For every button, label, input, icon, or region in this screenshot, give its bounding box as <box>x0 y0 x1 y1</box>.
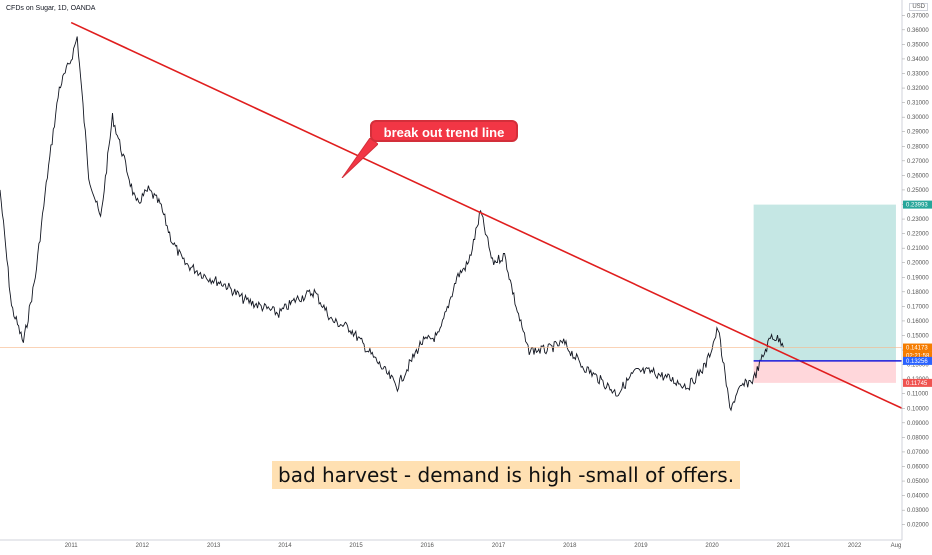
price-tag-bg <box>903 378 932 387</box>
y-tick-label: 0.10000 <box>907 406 929 412</box>
y-axis: 0.37000 0.36000 0.35000 0.34000 0.33000 0.320… <box>901 0 929 540</box>
currency-label[interactable]: USD <box>909 3 928 11</box>
x-tick-label: 2013 <box>207 543 221 549</box>
y-tick-label: 0.37000 <box>907 13 929 19</box>
price-tag-bg <box>903 200 932 209</box>
y-tick-label: 0.29000 <box>907 130 929 136</box>
y-tick-label: 0.11000 <box>907 392 929 398</box>
y-tick-label: 0.19000 <box>907 275 929 281</box>
price-tag-bg <box>903 356 932 365</box>
y-tick-label: 0.03000 <box>907 508 929 514</box>
y-tick-label: 0.08000 <box>907 435 929 441</box>
x-tick-label: 2018 <box>563 543 577 549</box>
position-zones <box>753 204 896 383</box>
y-tick-label: 0.21000 <box>907 246 929 252</box>
price-tag-label: 02:21:58 <box>906 354 930 360</box>
y-tick-label: 0.34000 <box>907 57 929 63</box>
y-tick-label: 0.33000 <box>907 72 929 78</box>
x-tick-label: 2015 <box>349 543 363 549</box>
y-tick-label: 0.13000 <box>907 363 929 369</box>
y-tick-label: 0.25000 <box>907 188 929 194</box>
x-tick-label: 2017 <box>492 543 506 549</box>
drawing-lines <box>0 21 903 410</box>
y-tick-label: 0.35000 <box>907 42 929 48</box>
y-tick-label: 0.02000 <box>907 523 929 529</box>
x-tick-label: 2021 <box>777 543 791 549</box>
price-tags: 0.23993 0.14173 02:21:580.13256 0.11745 <box>903 200 932 387</box>
y-tick-label: 0.15000 <box>907 334 929 340</box>
y-tick-label: 0.04000 <box>907 494 929 500</box>
y-tick-label: 0.31000 <box>907 101 929 107</box>
price-tag-countdown: 02:21:58 <box>903 351 932 360</box>
y-tick-label: 0.30000 <box>907 115 929 121</box>
y-tick-label: 0.32000 <box>907 86 929 92</box>
x-tick-label: 2014 <box>278 543 292 549</box>
annotation-bubble-tail <box>341 138 378 178</box>
y-tick-label: 0.26000 <box>907 173 929 179</box>
price-tag-label: 0.13256 <box>906 359 928 365</box>
y-tick-label: 0.09000 <box>907 421 929 427</box>
x-axis: 2011 2012 2013 2014 2015 2016 2017 2018 2019 2020… <box>0 539 902 549</box>
price-tag-last: 0.14173 <box>903 343 932 352</box>
y-tick-label: 0.28000 <box>907 144 929 150</box>
x-tick-label: 2020 <box>705 543 719 549</box>
y-tick-label: 0.16000 <box>907 319 929 325</box>
x-tick-label: 2012 <box>136 543 150 549</box>
y-tick-label: 0.22000 <box>907 232 929 238</box>
price-series-line <box>0 36 784 412</box>
price-tag-label: 0.11745 <box>906 381 928 387</box>
y-tick-label: 0.07000 <box>907 450 929 456</box>
y-tick-label: 0.27000 <box>907 159 929 165</box>
trend-annotation[interactable]: break out trend line <box>370 120 518 142</box>
x-tick-label: 2011 <box>65 543 79 549</box>
target-zone <box>753 204 896 361</box>
y-tick-label: 0.06000 <box>907 465 929 471</box>
y-tick-label: 0.18000 <box>907 290 929 296</box>
x-tick-label: Aug <box>891 543 902 549</box>
price-tag-label: 0.23993 <box>906 203 928 209</box>
trend-line <box>70 21 903 410</box>
price-tag-label: 0.14173 <box>906 346 928 352</box>
y-tick-label: 0.20000 <box>907 261 929 267</box>
price-tag-bg <box>903 351 932 360</box>
price-tag-stop: 0.11745 <box>903 378 932 387</box>
x-tick-label: 2016 <box>421 543 435 549</box>
y-tick-label: 0.17000 <box>907 304 929 310</box>
price-tag-level: 0.13256 <box>903 356 932 365</box>
note-annotation[interactable]: bad harvest - demand is high -small of o… <box>272 461 741 489</box>
x-tick-label: 2022 <box>848 543 862 549</box>
price-series-layer <box>0 36 784 412</box>
x-tick-label: 2019 <box>634 543 648 549</box>
y-tick-label: 0.05000 <box>907 479 929 485</box>
price-tag-target: 0.23993 <box>903 200 932 209</box>
price-tag-bg <box>903 343 932 352</box>
y-tick-label: 0.36000 <box>907 28 929 34</box>
y-tick-label: 0.23000 <box>907 217 929 223</box>
symbol-title[interactable]: CFDs on Sugar, 1D, OANDA <box>6 5 96 12</box>
